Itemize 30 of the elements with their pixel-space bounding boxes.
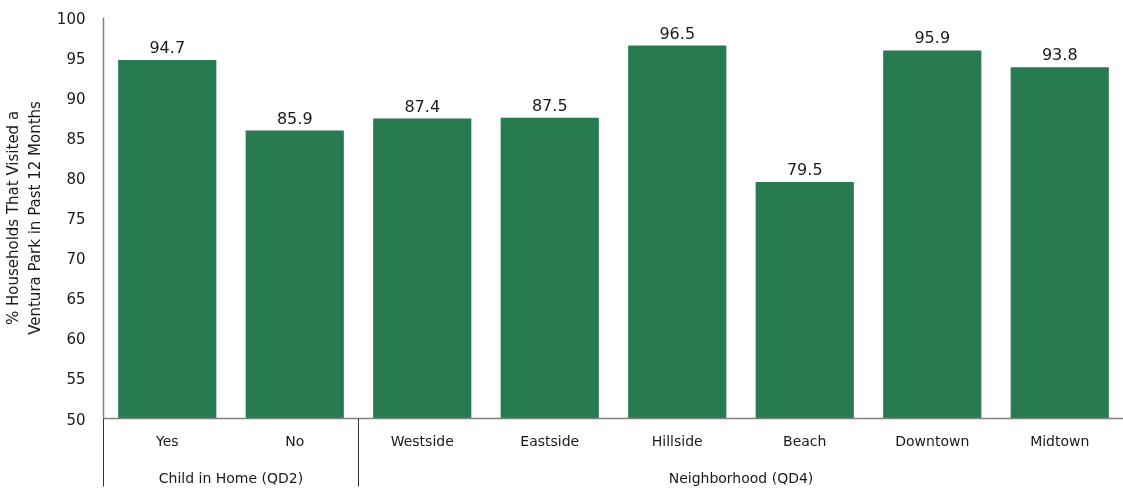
y-tick-label: 50 bbox=[66, 410, 86, 429]
text: Child in Home (QD2) bbox=[158, 469, 304, 486]
data-label: 94.7 bbox=[149, 38, 186, 58]
y-tick-label: 95 bbox=[66, 49, 86, 68]
x-tick-label: No bbox=[285, 432, 305, 449]
y-tick-label: 75 bbox=[66, 210, 86, 228]
y-axis-title: % Households That Visited a Ventura Park in Past 12 Months bbox=[4, 100, 44, 335]
data-label: 93.8 bbox=[1041, 45, 1078, 65]
x-tick-label: Midtown bbox=[1030, 432, 1090, 449]
x-tick-label: Eastside bbox=[520, 432, 580, 449]
data-label: 95.9 bbox=[914, 28, 951, 48]
data-label: 79.5 bbox=[786, 159, 823, 179]
data-label: 87.5 bbox=[531, 95, 568, 115]
y-tick-label: 65 bbox=[66, 290, 86, 309]
x-tick-label: Westside bbox=[390, 432, 454, 449]
x-tick-label: Yes bbox=[154, 432, 179, 449]
y-tick-label: 55 bbox=[66, 370, 86, 389]
data-label: 87.4 bbox=[404, 96, 441, 116]
y-tick-label: 90 bbox=[66, 89, 86, 108]
y-tick-label: 80 bbox=[66, 169, 86, 188]
y-tick-label: 85 bbox=[66, 129, 86, 148]
data-label: 85.9 bbox=[276, 108, 313, 128]
x-tick-label: Beach bbox=[783, 432, 827, 449]
x-tick-label: Downtown bbox=[895, 432, 970, 449]
x-tick-label: Hillside bbox=[651, 432, 703, 449]
y-tick-label: 70 bbox=[66, 250, 86, 269]
text: Neighborhood (QD4) bbox=[668, 469, 814, 486]
data-label: 96.5 bbox=[659, 23, 696, 43]
y-tick-label: 100 bbox=[56, 9, 86, 28]
y-tick-label: 60 bbox=[66, 330, 86, 349]
